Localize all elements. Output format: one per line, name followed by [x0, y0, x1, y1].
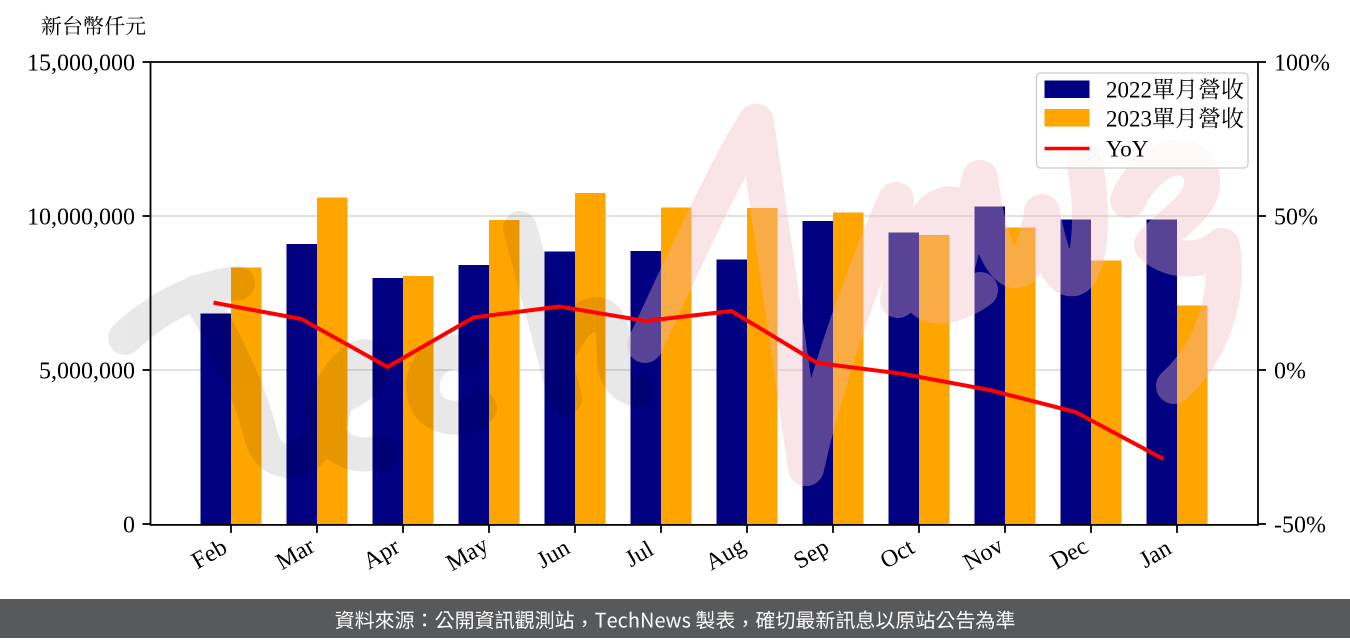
svg-text:100%: 100%: [1274, 51, 1330, 77]
svg-text:50%: 50%: [1274, 205, 1318, 231]
svg-text:2023: 2023: [1106, 107, 1152, 132]
svg-text:0: 0: [123, 513, 135, 539]
svg-text:-50%: -50%: [1274, 513, 1326, 539]
svg-text:YoY: YoY: [1106, 137, 1149, 162]
svg-text:2022: 2022: [1106, 78, 1152, 103]
svg-text:15,000,000: 15,000,000: [27, 51, 135, 77]
svg-text:0%: 0%: [1274, 359, 1306, 385]
svg-text:5,000,000: 5,000,000: [39, 359, 135, 385]
svg-text:10,000,000: 10,000,000: [27, 205, 135, 231]
